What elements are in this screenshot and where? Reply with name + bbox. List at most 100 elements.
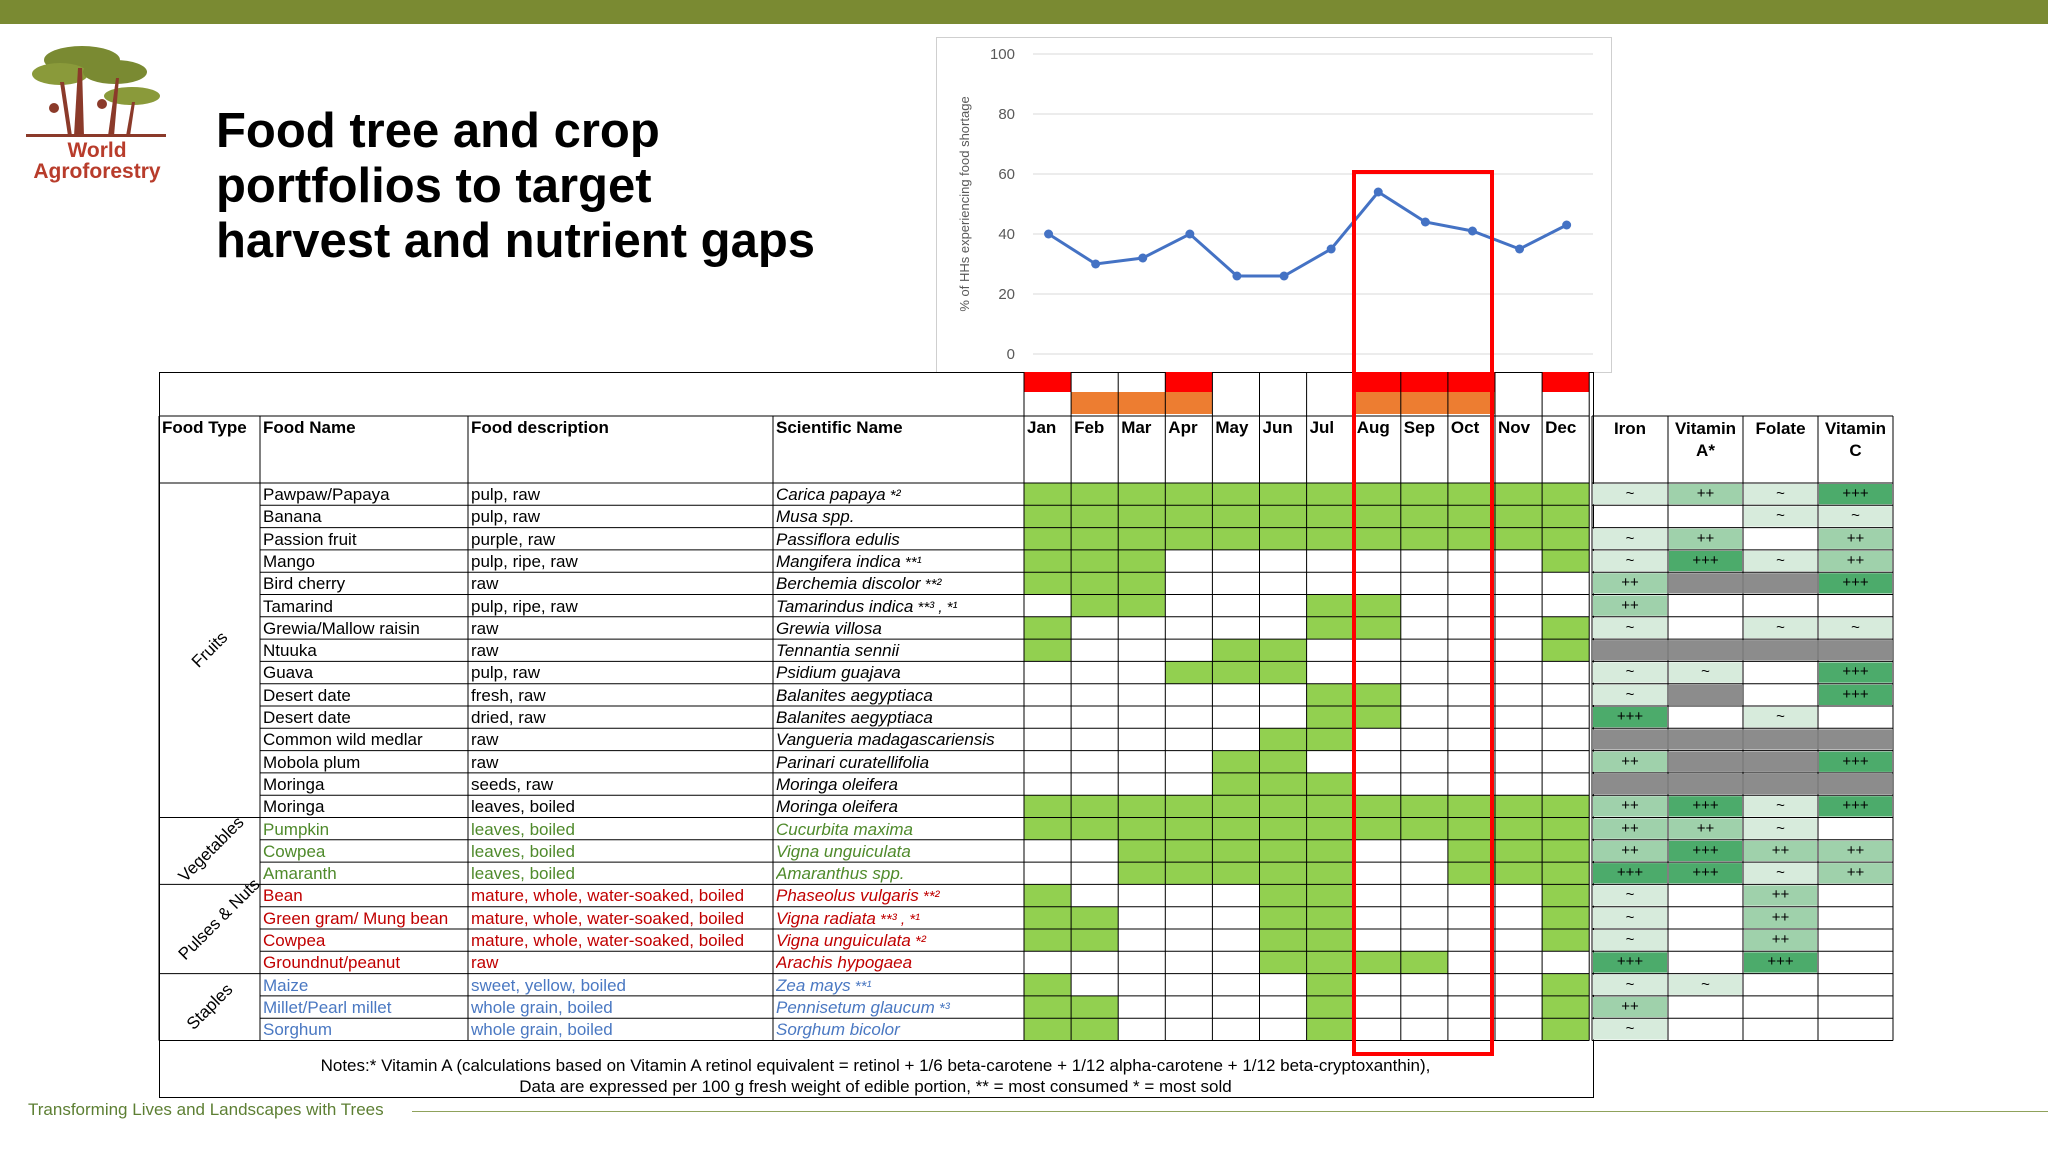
nutrient-cell [1593,996,1667,1018]
harvest-cell [1495,839,1543,863]
scientific-name-text: Vigna radiata [776,909,876,928]
harvest-cell [1306,795,1354,818]
shortage-bar-red [1542,372,1590,392]
footer-divider [412,1111,2048,1112]
food-name-cell: Millet/Pearl millet [263,998,392,1017]
nutrient-value: ~ [1776,708,1785,725]
nutrient-value: +++ [1616,864,1644,882]
nutrient-value: +++ [1767,953,1794,971]
header-month-may: May [1215,418,1249,437]
y-tick-label: 0 [1007,346,1015,363]
nutrient-value: ~ [1776,819,1785,837]
harvest-cell [1353,795,1401,818]
harvest-cell [1306,527,1354,550]
harvest-cell [1495,817,1543,840]
header-month-apr: Apr [1168,418,1198,437]
harvest-cell [1071,906,1119,929]
harvest-cell [1259,483,1307,506]
scientific-name-text: Phaseolus vulgaris [776,887,919,906]
harvest-cell [1306,728,1354,751]
harvest-cell [1259,772,1307,796]
food-description-cell: fresh, raw [471,686,546,705]
nutrient-cell [1819,617,1892,639]
harvest-cell [1447,527,1495,550]
nutrient-value: ~ [1776,864,1785,882]
harvest-cell [1306,683,1354,706]
shortage-bar-orange [1118,392,1166,414]
harvest-cell [1447,795,1495,818]
harvest-cell [1447,839,1495,863]
nutrient-value: +++ [1842,485,1869,502]
nutrient-cell [1744,773,1817,795]
consumption-marker: **² [920,576,942,594]
nutrient-cell [1819,751,1892,772]
nutrient-value: ++ [1621,752,1639,770]
nutrient-cell [1669,528,1742,549]
harvest-cell [1542,929,1590,952]
food-description-cell: raw [471,619,499,638]
nutrient-cell [1669,974,1742,995]
nutrient-cell [1593,751,1667,772]
nutrient-cell [1593,484,1667,505]
title-line-3: harvest and nutrient gaps [216,214,816,268]
nutrient-cell [1819,573,1892,594]
data-point-aug [1373,187,1383,197]
harvest-cell [1542,549,1590,573]
harvest-cell [1024,483,1072,506]
harvest-cell [1118,817,1166,840]
harvest-cell [1259,728,1307,751]
y-tick-label: 20 [998,286,1015,303]
scientific-name-cell: Phaseolus vulgaris **² [776,887,1022,906]
food-name-cell: Green gram/ Mung bean [263,909,449,928]
harvest-cell [1024,884,1072,907]
harvest-cell [1306,884,1354,907]
consumption-marker: *³ [934,999,950,1017]
header-month-sep: Sep [1403,418,1435,437]
harvest-cell [1353,594,1401,617]
header-month-aug: Aug [1356,418,1390,437]
consumption-marker: **¹ [900,553,922,571]
consumption-marker: **³ , *¹ [875,910,921,928]
harvest-cell [1024,973,1072,996]
food-shortage-line-chart: 0 20 40 60 80 100 % of HHs experiencing food s… [936,37,1612,373]
harvest-cell [1542,527,1590,550]
harvest-cell [1400,527,1448,550]
page-title: Food tree and crop portfolios to target … [216,104,916,269]
nutrient-value: +++ [1842,685,1869,703]
harvest-cell [1118,505,1166,528]
harvest-cell [1542,1018,1590,1041]
nutrient-cell [1819,662,1892,683]
harvest-cell [1306,594,1354,617]
harvest-cell [1447,817,1495,840]
harvest-cell [1259,951,1307,974]
scientific-name-text: Vigna unguiculata [776,932,911,950]
nutrient-cell [1669,662,1742,683]
header-month-jul: Jul [1309,418,1335,437]
nutrient-cell [1819,528,1892,549]
food-name-cell: Mobola plum [263,753,361,772]
food-description-cell: whole grain, boiled [471,1021,613,1040]
harvest-cell [1495,527,1543,550]
food-description-cell: mature, whole, water-soaked, boiled [471,887,745,906]
harvest-cell [1353,706,1401,729]
nutrient-cell [1593,907,1667,928]
food-name-cell: Ntuuka [263,642,317,661]
food-description-cell: raw [471,731,499,750]
nutrient-value: +++ [1692,841,1719,859]
scientific-name-cell: Balanites aegyptiaca [776,709,1022,727]
nutrient-value: ++ [1621,997,1639,1015]
harvest-cell [1400,505,1448,528]
nutrient-cell [1744,573,1817,594]
scientific-name-text: Psidium guajava [776,664,901,683]
shortage-bar-orange [1353,392,1401,414]
nutrient-cell [1593,863,1667,884]
harvest-cell [1165,795,1213,818]
harvest-cell [1306,505,1354,528]
harvest-cell [1306,483,1354,506]
harvest-cell [1259,661,1307,684]
food-name-cell: Cowpea [263,842,326,861]
harvest-cell [1306,616,1354,640]
shortage-bar-red [1400,372,1448,392]
shortage-bar-red [1165,372,1213,392]
harvest-cell [1118,594,1166,617]
